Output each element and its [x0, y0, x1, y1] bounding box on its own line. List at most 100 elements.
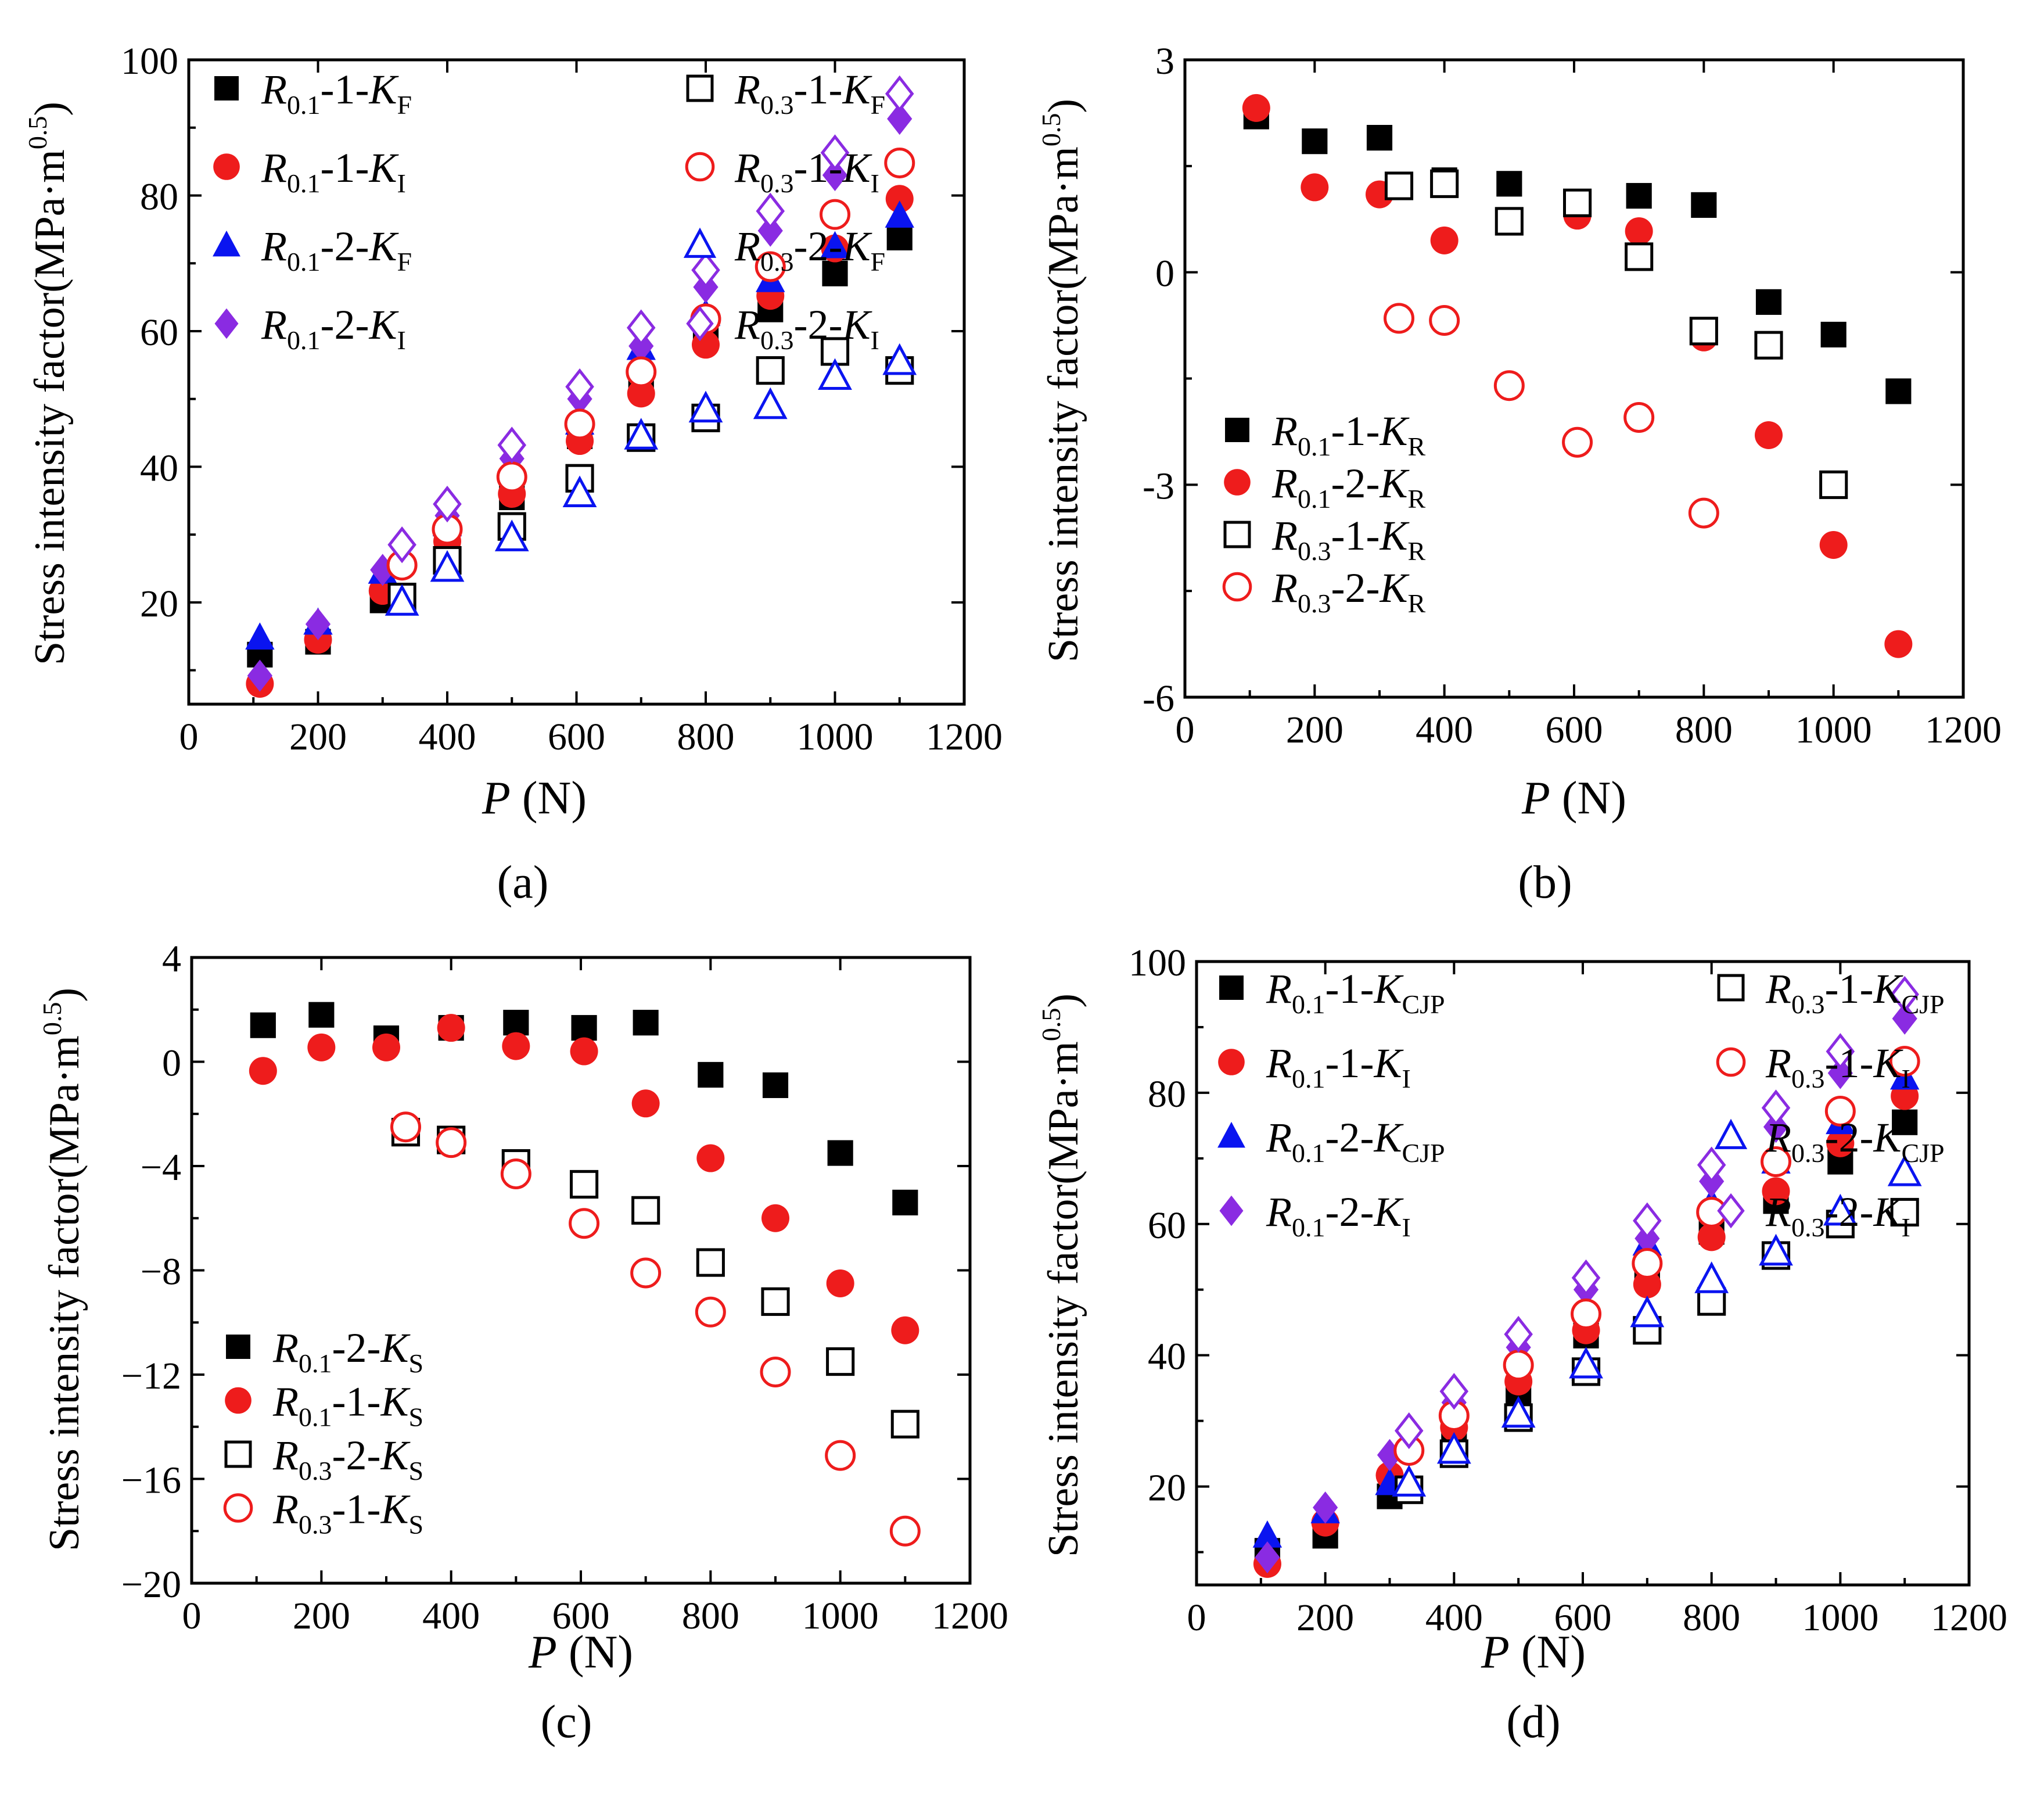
y-tick-label: 100 — [1129, 942, 1186, 984]
series-R0.3-1-KCJP — [1396, 1199, 1918, 1502]
legend-marker — [226, 1335, 250, 1359]
legend-marker — [213, 231, 240, 256]
y-axis-label: Stress intensity factor(MPa·m0.5) — [37, 988, 88, 1551]
x-tick-label: 0 — [1176, 709, 1195, 751]
y-tick-label: −20 — [121, 1563, 181, 1606]
legend-marker — [1219, 1196, 1243, 1226]
legend-marker — [687, 153, 713, 180]
legend-marker — [214, 76, 239, 101]
series-R0.3-2-KR — [1385, 304, 1718, 527]
data-point — [250, 1013, 276, 1038]
data-point — [570, 1210, 598, 1238]
y-tick-label: 40 — [140, 447, 178, 489]
legend-label: R0.3-1-KCJP — [1765, 966, 1945, 1019]
data-point — [249, 1057, 277, 1085]
data-point — [307, 1034, 335, 1061]
x-tick-label: 1000 — [1795, 709, 1872, 751]
legend-marker — [1717, 1122, 1745, 1147]
y-tick-label: −12 — [121, 1355, 181, 1397]
y-tick-label: 100 — [121, 40, 178, 83]
data-point — [886, 149, 914, 177]
data-point — [761, 1204, 789, 1232]
legend-marker — [1217, 1122, 1245, 1147]
y-axis-label: Stress intensity factor(MPa·m0.5) — [23, 102, 74, 665]
legend-label: R0.3-1-KI — [734, 145, 879, 198]
data-point — [1820, 531, 1848, 559]
data-point — [1565, 190, 1590, 216]
legend-marker — [226, 1442, 250, 1466]
legend-label: R0.1-2-KI — [1266, 1189, 1411, 1242]
y-tick-label: 40 — [1148, 1336, 1186, 1378]
legend-marker — [1219, 975, 1244, 1000]
data-point — [828, 1140, 853, 1165]
data-point — [1495, 372, 1523, 400]
figure-canvas: 0 200 400 600 800 1000 120020406080100Stress i… — [0, 0, 2044, 1797]
y-axis-label: Stress intensity factor(MPa·m0.5) — [1036, 993, 1087, 1557]
data-point — [1756, 332, 1781, 358]
data-point — [891, 1517, 919, 1545]
data-point — [696, 1298, 724, 1326]
data-point — [245, 622, 274, 650]
data-point — [1885, 378, 1911, 404]
x-tick-label: 1200 — [932, 1595, 1008, 1637]
y-tick-label: 4 — [162, 938, 181, 980]
data-point — [1367, 125, 1392, 150]
x-tick-label: 1200 — [1925, 709, 2002, 751]
data-point — [698, 1062, 723, 1088]
data-point — [502, 1160, 530, 1188]
x-tick-label: 600 — [548, 716, 605, 758]
x-tick-label: 0 — [182, 1595, 202, 1637]
data-point — [763, 1073, 788, 1098]
x-tick-label: 400 — [1416, 709, 1473, 751]
data-point — [827, 1441, 854, 1469]
x-tick-label: 200 — [289, 716, 347, 758]
y-tick-label: 60 — [1148, 1204, 1186, 1247]
y-tick-label: 20 — [140, 583, 178, 625]
data-point — [1504, 1351, 1532, 1379]
legend-label: R0.1-2-KS — [272, 1325, 423, 1378]
chart-panel-d: 0 200 400 600 800 1000 1200 20 40 60 80 100 Stress i… — [1036, 942, 2007, 1748]
data-point — [1691, 192, 1716, 218]
x-tick-label: 1000 — [797, 716, 874, 758]
legend-label: R0.1-2-KR — [1271, 460, 1425, 514]
data-point — [1242, 94, 1270, 122]
legend: R0.1-2-KSR0.1-1-KSR0.3-2-KSR0.3-1-KS — [225, 1325, 423, 1540]
data-point — [1496, 171, 1522, 196]
panel-caption: (a) — [497, 857, 549, 908]
chart-panel-b: 0 200 400 600 800 1000 1200-6-303Stress intens… — [1036, 40, 2002, 908]
y-tick-label: 80 — [140, 175, 178, 218]
data-point — [632, 1089, 660, 1117]
x-tick-label: 200 — [293, 1595, 350, 1637]
x-axis-label: P (N) — [528, 1627, 633, 1678]
legend-label: R0.3-1-KI — [1765, 1040, 1910, 1093]
data-point — [1385, 304, 1413, 332]
y-tick-label: -3 — [1143, 465, 1174, 507]
data-point — [572, 1171, 597, 1197]
panel-caption: (d) — [1506, 1696, 1560, 1748]
y-tick-label: -6 — [1143, 677, 1174, 720]
y-tick-label: 60 — [140, 311, 178, 354]
legend-label: R0.1-1-KCJP — [1266, 966, 1445, 1019]
y-tick-label: −4 — [141, 1146, 181, 1189]
data-point — [1626, 244, 1652, 270]
legend-marker — [688, 76, 712, 101]
x-tick-label: 1200 — [1931, 1597, 2007, 1639]
data-point — [763, 1289, 788, 1314]
legend-label: R0.3-2-KS — [272, 1432, 423, 1486]
data-point — [1496, 209, 1522, 234]
series-R0.3-1-KI — [1395, 1048, 1919, 1465]
legend-label: R0.1-1-KF — [261, 66, 412, 120]
data-point — [503, 1010, 529, 1035]
legend-marker — [1218, 1049, 1245, 1075]
x-tick-label: 1200 — [926, 716, 1003, 758]
x-axis-label: P (N) — [482, 773, 587, 824]
legend-marker — [1719, 975, 1743, 1000]
data-point — [1431, 227, 1459, 254]
x-tick-label: 800 — [1675, 709, 1733, 751]
panel-caption: (c) — [541, 1696, 592, 1748]
legend-label: R0.1-2-KF — [261, 223, 412, 277]
legend-label: R0.3-2-KCJP — [1765, 1114, 1945, 1168]
y-tick-label: 3 — [1155, 40, 1174, 83]
series-R0.3-1-KS — [392, 1113, 919, 1545]
data-point — [698, 1250, 723, 1275]
